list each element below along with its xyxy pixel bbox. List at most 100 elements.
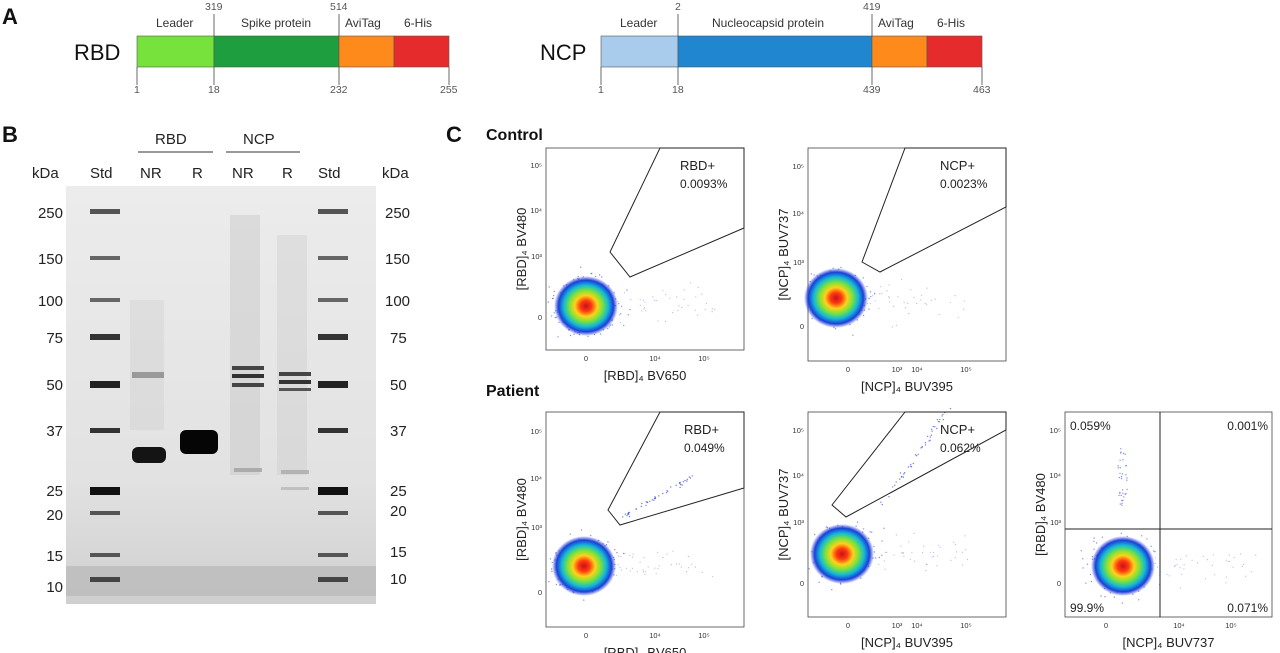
marker-right-15: 15 [390,544,407,561]
marker-right-25: 25 [390,483,407,500]
ncp-pos-top-2: 419 [863,1,881,13]
x-tick-label: 10³ [892,621,903,630]
gel-group-rbd: RBD [155,131,187,148]
lane-label-rbd-r: R [192,165,203,182]
quadrant-percent-4: 0.071% [1227,601,1268,615]
flow-gate-percent: 0.0093% [680,177,728,191]
rbd-avitag-label: AviTag [345,16,381,30]
y-tick-label: 10³ [793,258,804,267]
flow-density-core [1091,536,1155,596]
flow-gate-percent: 0.062% [940,441,981,455]
y-tick-label: 10⁴ [530,206,542,215]
ncp-avitag-segment [871,35,928,68]
x-tick-label: 0 [584,354,588,363]
x-tick-label: 0 [584,631,588,640]
y-tick-label: 10⁵ [531,161,542,170]
x-tick-label: 10⁵ [698,354,709,363]
rbd-pos-top-1: 319 [205,1,223,13]
lane-label-ncp-nr: NR [232,165,254,182]
panel-b-letter: B [2,122,18,147]
gel-group-ncp: NCP [243,131,275,148]
flow-y-axis-label: [NCP]₄ BUV737 [776,208,791,300]
flow-plot-3: RBD+ 0.049% 0 10⁴ 10⁵ 0 10³ 10⁴ 10⁵ [RBD]₄ BV650 [… [514,411,745,653]
rbd-his-segment [393,35,450,68]
flow-x-axis-label: [NCP]₄ BUV395 [861,635,953,650]
rbd-pos-top-2: 514 [330,1,348,13]
gel-std-lane-left [90,209,120,582]
marker-right-20: 20 [390,503,407,520]
x-tick-label: 10⁴ [649,354,661,363]
flow-density-core [804,268,868,328]
flow-gate [831,411,1007,518]
marker-left-15: 15 [46,548,63,565]
rbd-leader-label: Leader [156,16,193,30]
marker-left-25: 25 [46,483,63,500]
ncp-his-label: 6-His [937,16,965,30]
flow-plot-5: 0.059% 0.001% 99.9% 0.071% 0 10⁴ 10⁵ 0 10³ 10⁴ 10⁵… [1033,411,1273,650]
flow-gate-name: NCP+ [940,158,975,173]
marker-right-75: 75 [390,330,407,347]
marker-labels-left: 250 150 100 75 50 37 25 20 15 10 [38,205,63,596]
y-tick-label: 10⁴ [792,209,804,218]
marker-left-100: 100 [38,293,63,310]
flow-density-core [552,536,616,596]
ncp-pos-bottom-3: 439 [863,84,881,96]
gel-image [66,186,376,604]
y-tick-label: 10⁵ [531,427,542,436]
patient-title: Patient [486,383,540,400]
x-tick-label: 10⁵ [960,621,971,630]
x-tick-label: 0 [1104,621,1108,630]
flow-plot-4: NCP+ 0.062% 0 10³ 10⁴ 10⁵ 0 10³ 10⁴ 10⁵ [NCP]₄ BUV… [776,407,1007,650]
rbd-pos-bottom-1: 1 [134,84,140,96]
y-tick-label: 0 [538,313,542,322]
y-tick-label: 10⁴ [792,471,804,480]
flow-plot-2: NCP+ 0.0023% 0 10³ 10⁴ 10⁵ 0 10³ 10⁴ 10⁵ [NCP]₄ BU… [776,147,1007,394]
x-tick-label: 10⁴ [649,631,661,640]
flow-gate-percent: 0.0023% [940,177,988,191]
ncp-pos-bottom-1: 1 [598,84,604,96]
panel-c-letter: C [446,122,462,147]
ncp-pos-bottom-4: 463 [973,84,991,96]
flow-x-axis-label: [NCP]₄ BUV737 [1122,635,1214,650]
marker-left-10: 10 [46,579,63,596]
ncp-avitag-label: AviTag [878,16,914,30]
marker-right-100: 100 [385,293,410,310]
y-tick-label: 10³ [531,252,542,261]
y-tick-label: 10³ [1050,518,1061,527]
ncp-construct-name: NCP [540,40,586,65]
marker-left-20: 20 [46,507,63,524]
marker-left-37: 37 [46,423,63,440]
rbd-his-label: 6-His [404,16,432,30]
rbd-avitag-segment [338,35,395,68]
ncp-pos-bottom-2: 18 [672,84,684,96]
lane-label-rbd-nr: NR [140,165,162,182]
x-tick-label: 10³ [892,365,903,374]
x-tick-label: 10⁵ [1225,621,1236,630]
x-tick-label: 0 [846,365,850,374]
quadrant-percent-3: 99.9% [1070,601,1104,615]
flow-y-axis-label: [RBD]₄ BV480 [514,208,529,291]
flow-gate-name: NCP+ [940,422,975,437]
flow-y-axis-label: [RBD]₄ BV480 [1033,473,1048,556]
y-tick-label: 10⁴ [1049,471,1061,480]
ncp-leader-segment [600,35,679,68]
x-tick-label: 10⁵ [698,631,709,640]
y-tick-label: 10⁴ [530,474,542,483]
rbd-spike-label: Spike protein [241,16,311,30]
ncp-his-segment [926,35,983,68]
x-tick-label: 0 [846,621,850,630]
lane-label-std-1: Std [90,165,113,182]
y-tick-label: 0 [538,588,542,597]
x-tick-label: 10⁴ [911,365,923,374]
flow-gate-name: RBD+ [680,158,715,173]
marker-left-250: 250 [38,205,63,222]
rbd-construct: RBD Leader Spike protein AviTag 6-His 31… [74,1,458,96]
flow-x-axis-label: [NCP]₄ BUV395 [861,379,953,394]
quadrant-percent-1: 0.059% [1070,419,1111,433]
flow-gate [609,147,745,278]
rbd-pos-bottom-4: 255 [440,84,458,96]
y-tick-label: 0 [1057,579,1061,588]
marker-left-50: 50 [46,377,63,394]
kda-label-right: kDa [382,165,409,182]
flow-x-axis-label: [RBD]₄ BV650 [604,645,687,653]
